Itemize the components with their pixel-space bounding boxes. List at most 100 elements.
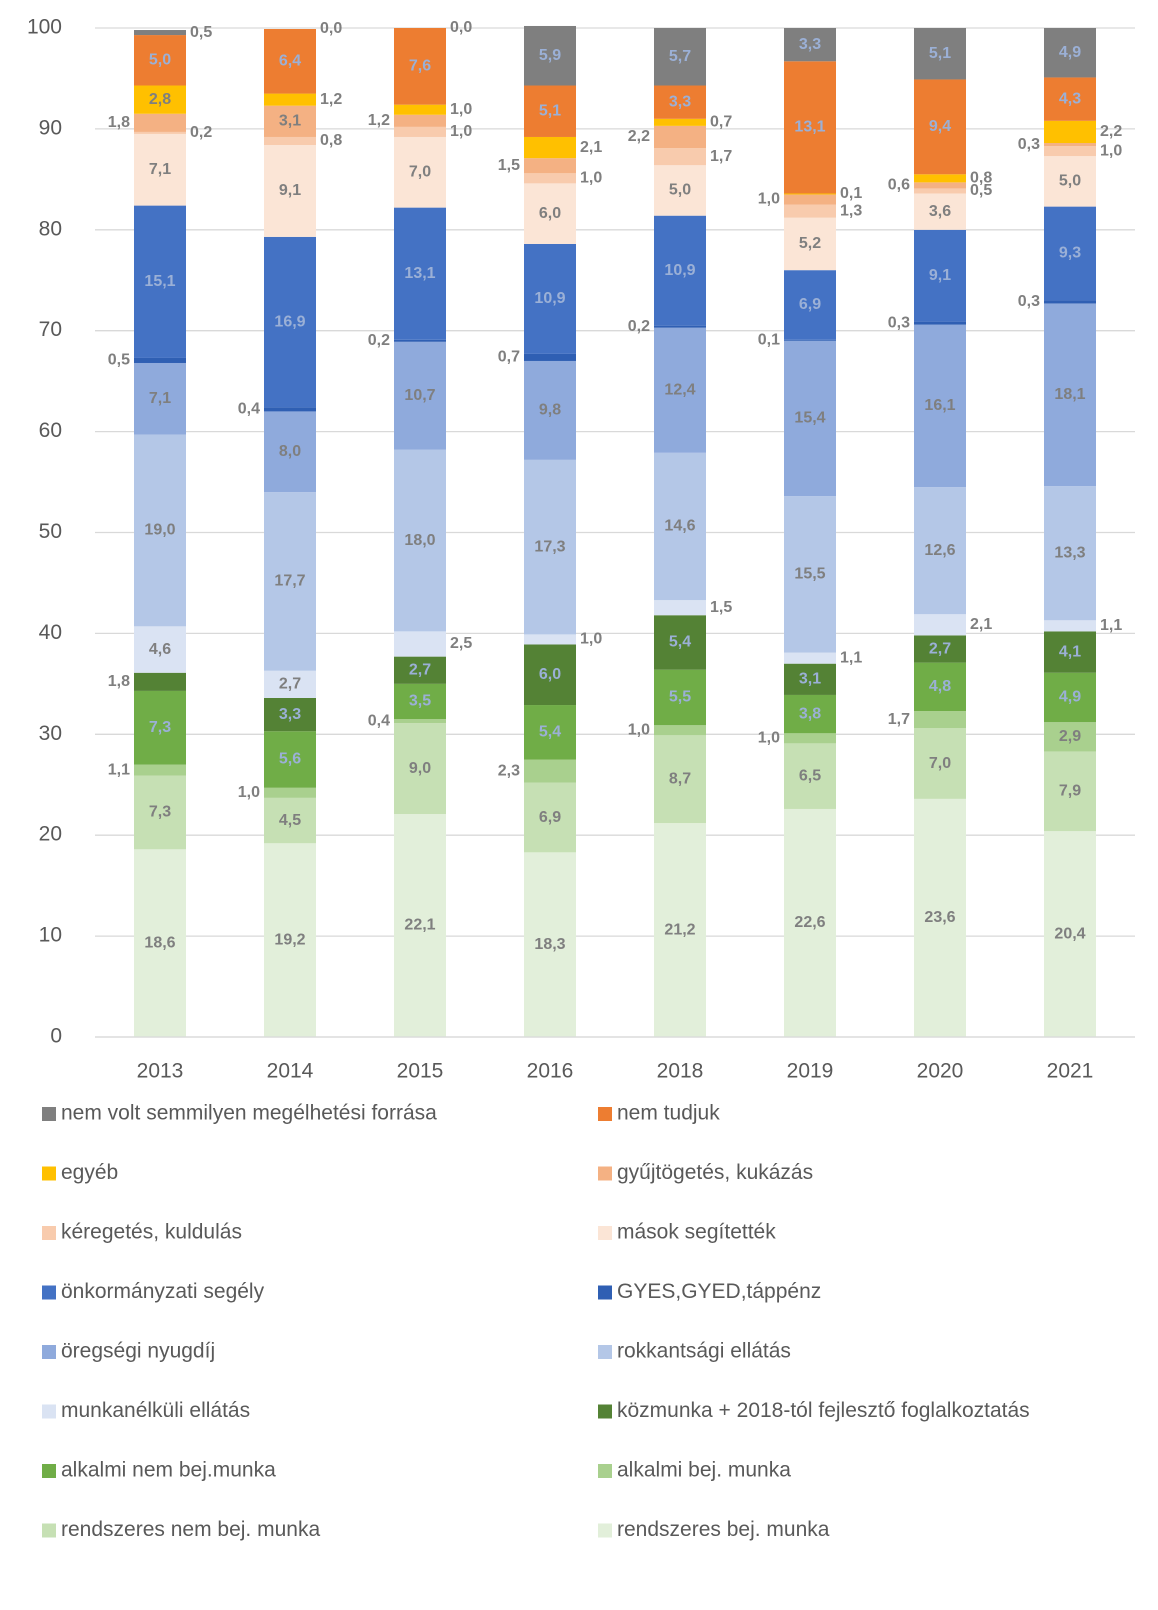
bar-segment	[524, 644, 576, 706]
legend-label: rokkantsági ellátás	[617, 1340, 791, 1363]
bar-segment	[914, 324, 966, 488]
data-label: 2,8	[149, 91, 171, 108]
legend-swatch	[42, 1464, 56, 1478]
y-tick-label: 0	[50, 1025, 62, 1048]
bar-segment	[134, 626, 186, 673]
data-label: 1,0	[758, 191, 780, 208]
data-label: 0,5	[970, 182, 992, 199]
bar-segment	[524, 459, 576, 635]
bar-segment	[784, 270, 836, 340]
bar-segment	[654, 165, 706, 216]
bar-segment	[1044, 300, 1096, 304]
bar-segment	[654, 125, 706, 149]
x-tick-label: 2019	[787, 1060, 834, 1083]
data-label: 2,5	[450, 635, 472, 652]
bar-segment	[1044, 486, 1096, 621]
data-label: 12,6	[924, 542, 955, 559]
bar-segment	[524, 360, 576, 460]
data-label: 7,1	[149, 161, 171, 178]
data-label: 0,7	[710, 114, 732, 131]
legend-swatch	[42, 1345, 56, 1359]
legend-label: egyéb	[61, 1161, 118, 1184]
data-label: 5,4	[669, 634, 691, 651]
bar-segment	[264, 697, 316, 732]
legend-swatch	[42, 1107, 56, 1121]
data-label: 6,9	[539, 809, 561, 826]
bar-segment	[784, 694, 836, 734]
x-tick-label: 2014	[267, 1060, 314, 1083]
bar-segment	[394, 341, 446, 450]
bar-segment	[1044, 620, 1096, 632]
data-label: 0,8	[320, 132, 342, 149]
data-label: 4,9	[1059, 689, 1081, 706]
data-label: 0,0	[450, 19, 472, 36]
bar-segment	[264, 105, 316, 137]
data-label: 5,0	[149, 52, 171, 69]
y-tick-label: 60	[39, 419, 62, 442]
bar-segment	[134, 764, 186, 776]
bar-segment	[914, 28, 966, 80]
data-label: 2,7	[929, 640, 951, 657]
data-label: 2,2	[1100, 123, 1122, 140]
legend-label: munkanélküli ellátás	[61, 1399, 250, 1422]
bar-segment	[654, 28, 706, 86]
data-label: 6,4	[279, 53, 301, 70]
x-tick-label: 2016	[527, 1060, 574, 1083]
data-label: 17,7	[274, 573, 305, 590]
data-label: 5,2	[799, 235, 821, 252]
data-label: 7,3	[149, 719, 171, 736]
bar-segment	[654, 669, 706, 726]
data-label: 5,5	[669, 689, 691, 706]
bar-segment	[264, 411, 316, 493]
bar-segment	[134, 690, 186, 765]
bar-segment	[1044, 672, 1096, 723]
bar-segment	[654, 735, 706, 824]
bar-segment	[394, 656, 446, 684]
data-label: 0,5	[108, 352, 130, 369]
bar-segment	[264, 29, 316, 94]
bar-segment	[784, 733, 836, 744]
bar-segment	[1044, 631, 1096, 673]
data-label: 0,4	[238, 401, 260, 418]
legend-label: rendszeres nem bej. munka	[61, 1518, 320, 1541]
legend-swatch	[598, 1464, 612, 1478]
y-tick-label: 20	[39, 823, 62, 846]
bar-segment	[784, 28, 836, 62]
bar-segment	[394, 28, 446, 105]
bar-segment	[914, 79, 966, 175]
data-label: 22,1	[404, 917, 435, 934]
bar-segment	[654, 600, 706, 616]
data-label: 1,7	[710, 148, 732, 165]
bar-segment	[264, 236, 316, 408]
legend-swatch	[42, 1285, 56, 1300]
legend-swatch	[598, 1404, 612, 1419]
data-label: 10,9	[534, 290, 565, 307]
y-tick-label: 100	[27, 16, 62, 39]
data-label: 0,2	[628, 318, 650, 335]
legend-swatch	[598, 1345, 612, 1359]
data-label: 1,7	[888, 711, 910, 728]
data-label: 4,8	[929, 678, 951, 695]
bar-segment	[134, 131, 186, 134]
x-tick-label: 2018	[657, 1060, 704, 1083]
data-label: 1,8	[108, 114, 130, 131]
bar-segment	[914, 188, 966, 194]
data-label: 3,1	[799, 671, 821, 688]
data-label: 0,7	[498, 349, 520, 366]
bar-segment	[134, 362, 186, 435]
data-label: 5,0	[669, 182, 691, 199]
data-label: 1,0	[450, 123, 472, 140]
data-label: 1,2	[320, 91, 342, 108]
data-label: 1,1	[108, 761, 130, 778]
bar-segment	[264, 93, 316, 106]
data-label: 2,9	[1059, 728, 1081, 745]
bar-segment	[134, 672, 186, 691]
data-label: 2,7	[279, 676, 301, 693]
data-label: 15,5	[794, 566, 825, 583]
data-label: 0,1	[840, 185, 862, 202]
data-label: 17,3	[534, 538, 565, 555]
data-label: 13,1	[404, 265, 435, 282]
data-label: 7,1	[149, 390, 171, 407]
data-label: 1,0	[580, 631, 602, 648]
